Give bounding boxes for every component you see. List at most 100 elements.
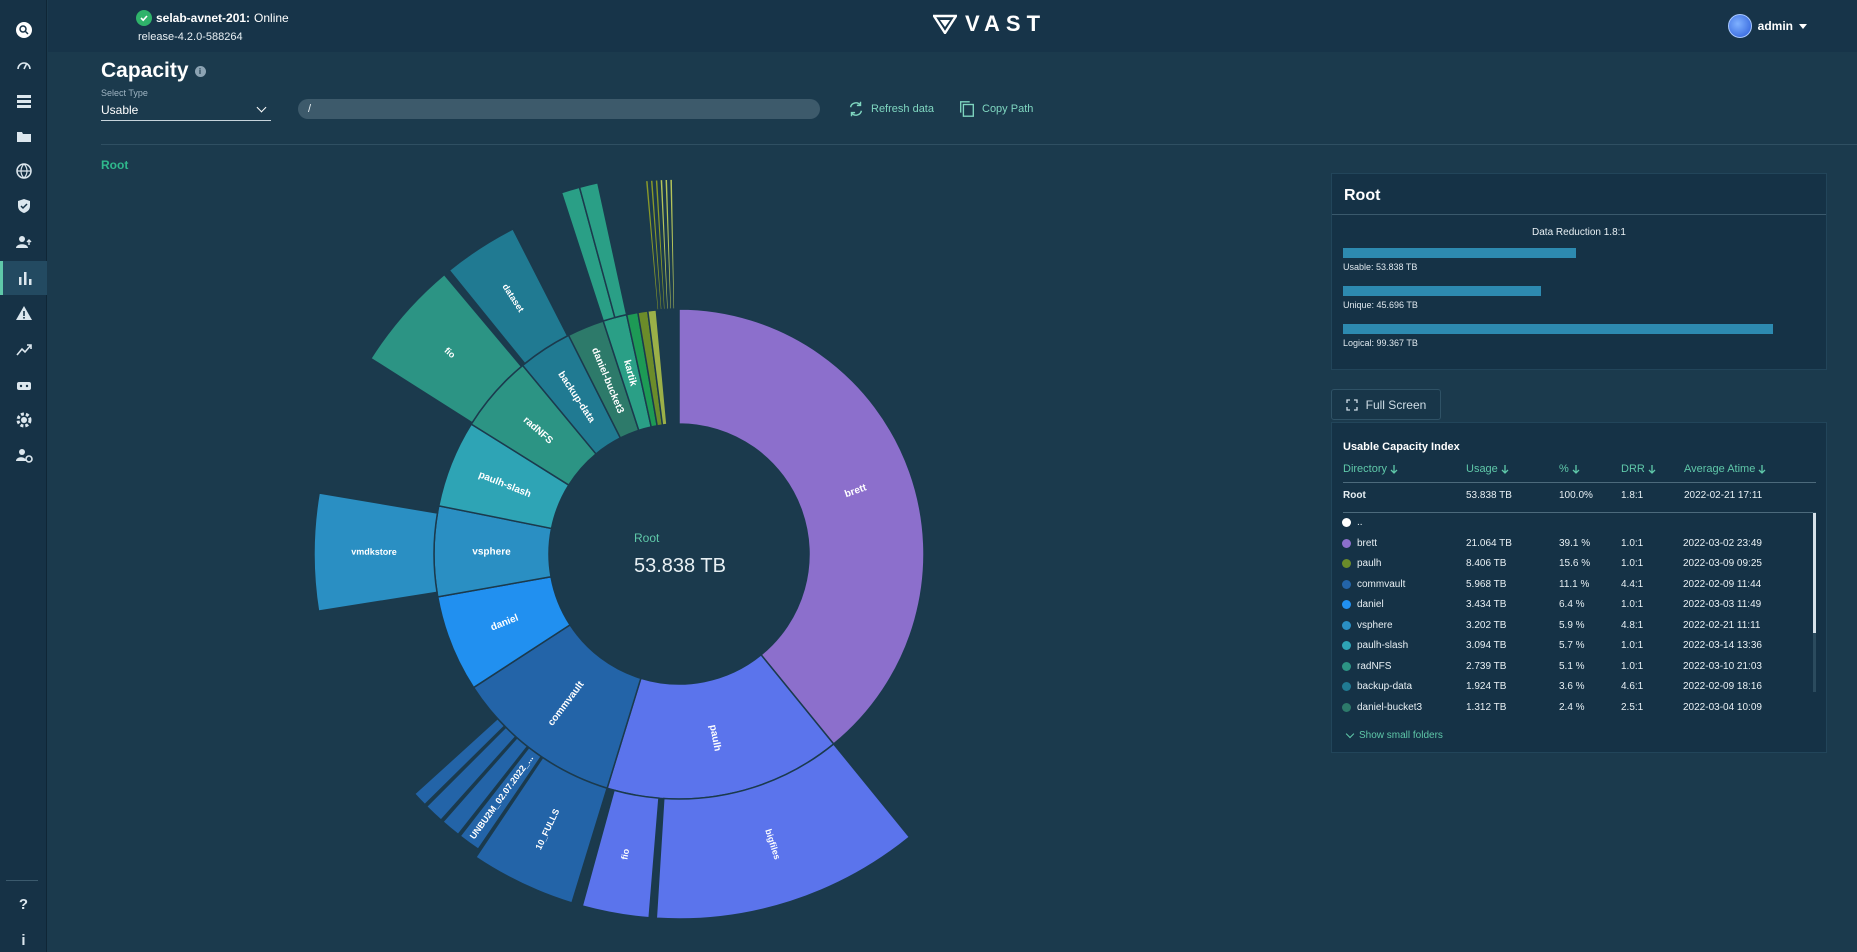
sidebar-item-globe[interactable] [0, 154, 47, 188]
table-row[interactable]: backup-data 1.924 TB 3.6 % 4.6:1 2022-02-09 … [1332, 679, 1826, 697]
cell-atime: 2022-02-09 18:16 [1683, 681, 1762, 692]
sidebar-item-shield[interactable] [0, 189, 47, 223]
cell-atime: 2022-03-04 10:09 [1683, 701, 1762, 713]
color-dot-icon [1342, 538, 1351, 548]
sunburst-segment-brett[interactable] [678, 308, 925, 746]
sunburst-segment-small[interactable] [646, 309, 668, 426]
sidebar-item-trend[interactable] [0, 332, 47, 366]
cell-atime: 2022-03-03 11:49 [1683, 599, 1762, 610]
sunburst-segment-bigfiles[interactable] [655, 742, 911, 920]
refresh-data-button[interactable]: Refresh data [847, 98, 934, 120]
path-input[interactable] [298, 99, 820, 119]
column-header-usage[interactable]: Usage [1466, 463, 1510, 475]
cell-usage: 3.202 TB [1466, 619, 1507, 631]
table-row[interactable]: daniel 3.434 TB 6.4 % 1.0:1 2022-03-03 11:49 [1332, 597, 1826, 615]
sidebar-item-alert[interactable] [0, 296, 47, 330]
vast-logo-icon [933, 14, 957, 34]
data-reduction-ratio: Data Reduction 1.8:1 [1532, 227, 1626, 238]
column-header-drr[interactable]: DRR [1621, 463, 1657, 475]
sidebar-item-settings[interactable] [0, 403, 47, 437]
table-row[interactable]: brett 21.064 TB 39.1 % 1.0:1 2022-03-02 23:4… [1332, 536, 1826, 554]
user-menu[interactable]: admin [1727, 14, 1807, 38]
sunburst-center-value: 53.838 TB [634, 555, 726, 577]
sidebar-item-search[interactable] [0, 13, 47, 47]
sunburst-segment-small-folder[interactable] [668, 178, 676, 310]
summary-title: Root [1332, 174, 1826, 215]
sidebar-item-admin-settings[interactable] [0, 438, 47, 472]
sunburst-segment-small-folder[interactable] [659, 178, 670, 311]
sunburst-segment-fio[interactable] [581, 789, 660, 919]
sidebar-item-folders[interactable] [0, 119, 47, 153]
table-row[interactable]: paulh 8.406 TB 15.6 % 1.0:1 2022-03-09 09:25 [1332, 556, 1826, 574]
show-small-folders-button[interactable]: Show small folders [1345, 729, 1443, 741]
sunburst-segment-j4ae82-02-07-2022-1-[interactable] [441, 736, 529, 836]
column-header-average-atime[interactable]: Average Atime [1684, 463, 1767, 475]
sidebar-item-dashboard[interactable] [0, 49, 47, 83]
sunburst-segment-dataset[interactable] [448, 227, 569, 365]
settings-icon [16, 412, 31, 428]
table-row[interactable]: radNFS 2.739 TB 5.1 % 1.0:1 2022-03-10 21:03 [1332, 659, 1826, 677]
sunburst-segment-10-fulls[interactable] [474, 756, 609, 904]
table-row-root[interactable]: Root 53.838 TB 100.0% 1.8:1 2022-02-21 17:11 [1332, 488, 1826, 506]
table-row[interactable]: vsphere 3.202 TB 5.9 % 4.8:1 2022-02-21 11:1… [1332, 618, 1826, 636]
cell-pct: 2.4 % [1559, 701, 1585, 713]
sidebar-item-database[interactable] [0, 84, 47, 118]
sunburst-segment-fio[interactable] [369, 273, 523, 424]
cell-drr: 1.0:1 [1621, 640, 1644, 651]
sunburst-label: vmdkstore [351, 547, 397, 557]
sunburst-segment-small-folder[interactable] [654, 178, 667, 311]
table-row[interactable]: daniel-bucket3 1.312 TB 2.4 % 2.5:1 2022-03-… [1332, 700, 1826, 718]
table-row[interactable]: commvault 5.968 TB 11.1 % 4.4:1 2022-02-09 1… [1332, 577, 1826, 595]
analytics-icon [19, 272, 32, 285]
capacity-bar-label: Logical: 99.367 TB [1343, 338, 1418, 348]
help-icon[interactable]: ? [18, 895, 29, 913]
refresh-data-label: Refresh data [871, 103, 934, 115]
sunburst-segment-ti2tca-02-07-2022-19-[interactable] [425, 726, 517, 822]
sunburst-segment-mvb3cr-02-07-2022-1-[interactable] [413, 717, 506, 806]
sunburst-segment-unbu2m-02-07-2022-[interactable] [459, 746, 543, 851]
capacity-sunburst-chart: brettpaulhcommvaultdanielvspherepaulh-sl… [313, 178, 925, 920]
column-header-directory[interactable]: Directory [1343, 463, 1399, 475]
sunburst-segment-gdsio[interactable] [578, 181, 628, 319]
capacity-bar-row: Unique: 45.696 TB [1343, 286, 1541, 310]
cell-drr: 1.0:1 [1621, 558, 1644, 569]
capacity-bar [1343, 248, 1576, 258]
sunburst-segment-vmdkstore[interactable] [313, 492, 439, 612]
color-dot-icon [1342, 641, 1351, 650]
sidebar-item-user-manage[interactable] [0, 225, 47, 259]
hardware-icon [16, 382, 31, 390]
table-row[interactable]: paulh-slash 3.094 TB 5.7 % 1.0:1 2022-03-14 … [1332, 638, 1826, 656]
table-row[interactable]: .. [1332, 515, 1826, 533]
sidebar-item-hardware[interactable] [0, 368, 47, 402]
shield-icon [17, 199, 30, 213]
capacity-bar-row: Usable: 53.838 TB [1343, 248, 1576, 272]
sunburst-segment-small-folder[interactable] [644, 179, 660, 311]
copy-path-button[interactable]: Copy Path [958, 98, 1033, 120]
scrollbar-thumb[interactable] [1813, 513, 1816, 633]
sidebar-item-analytics[interactable] [0, 261, 47, 295]
top-header: selab-avnet-201: Online release-4.2.0-58… [48, 0, 1857, 52]
cell-atime: 2022-02-21 11:11 [1683, 619, 1761, 631]
cell-usage: 5.968 TB [1466, 578, 1507, 590]
folders-icon [16, 132, 31, 142]
sunburst-segment-small-folder[interactable] [649, 179, 663, 311]
sidebar: ? i [0, 0, 47, 952]
cell-name: .. [1357, 517, 1363, 528]
column-header-percent[interactable]: % [1559, 463, 1581, 475]
cell-pct: 5.9 % [1559, 619, 1585, 631]
user-name: admin [1757, 19, 1793, 33]
column-header-label: Usage [1466, 463, 1498, 475]
about-info-icon[interactable]: i [21, 931, 26, 949]
sunburst-segment-small-folder[interactable] [663, 178, 673, 310]
cell-usage: 3.434 TB [1466, 599, 1507, 610]
cell-usage: 3.094 TB [1466, 640, 1507, 651]
cell-pct: 3.6 % [1559, 681, 1585, 692]
breadcrumb-root[interactable]: Root [101, 158, 129, 172]
full-screen-button[interactable]: Full Screen [1331, 389, 1441, 420]
cell-pct: 11.1 % [1559, 578, 1590, 590]
page-title: Capacity i [101, 59, 206, 83]
cell-usage: 53.838 TB [1466, 490, 1512, 501]
select-type-dropdown[interactable]: Usable [101, 99, 271, 121]
cell-atime: 2022-03-09 09:25 [1683, 558, 1762, 569]
info-icon[interactable]: i [194, 65, 206, 77]
